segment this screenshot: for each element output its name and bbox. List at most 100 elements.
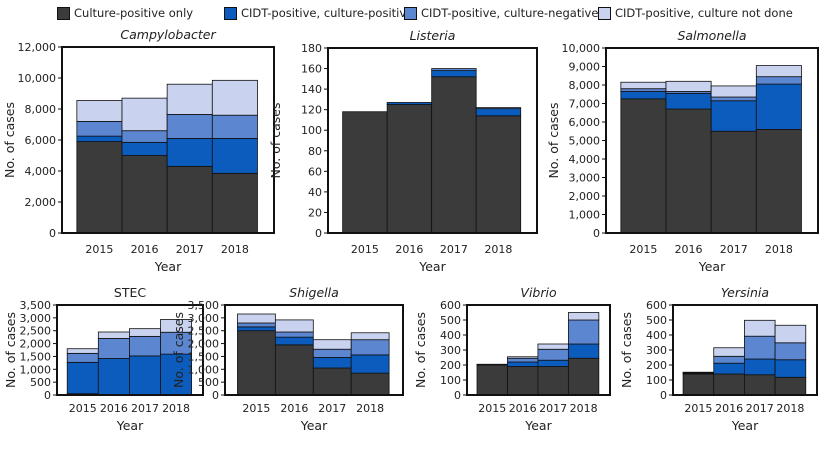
bar-segment <box>744 319 776 337</box>
bar-segment <box>475 115 522 234</box>
y-axis-label: No. of cases <box>268 103 283 179</box>
x-tick-label: 2016 <box>715 402 743 415</box>
y-tick-label: 1,500 <box>188 350 220 363</box>
bar-segment <box>97 358 130 396</box>
x-axis-label: Year <box>418 259 446 274</box>
bar-segment <box>537 366 569 396</box>
bar-segment <box>121 130 168 143</box>
bar-segment <box>755 83 802 130</box>
bar-segment <box>620 91 667 100</box>
bar-segment <box>237 322 276 328</box>
x-tick-label: 2015 <box>478 402 506 415</box>
x-axis-label: Year <box>154 259 182 274</box>
legend-label: Culture-positive only <box>74 6 194 20</box>
bar-segment <box>312 357 352 369</box>
y-tick-label: 1,000 <box>188 363 220 376</box>
x-tick-label: 2016 <box>280 402 308 415</box>
x-tick-label: 2018 <box>776 402 804 415</box>
bar-segment <box>166 165 213 234</box>
bar-segment <box>713 362 745 375</box>
bar-segment <box>475 108 522 117</box>
y-tick-label: 300 <box>440 344 461 357</box>
y-axis-label: No. of cases <box>3 312 18 388</box>
y-tick-label: 2,000 <box>188 338 220 351</box>
chart-listeria: 2015 2016 2017 2018 0 20 40 60 80 100 120 140 160 180… <box>268 28 538 274</box>
bar-segment <box>507 366 539 396</box>
y-tick-label: 80 <box>308 145 322 158</box>
bar-segment <box>211 114 258 139</box>
bar-segment <box>76 100 123 122</box>
bar-segment <box>76 121 123 137</box>
legend-item-culture-positive-only: Culture-positive only <box>57 6 193 20</box>
bar-segment <box>774 324 807 344</box>
bar-segment <box>774 359 807 378</box>
y-tick-label: 2,000 <box>25 196 57 209</box>
y-tick-label: 200 <box>440 359 461 372</box>
x-axis-label: Year <box>731 418 759 433</box>
chart-yersinia: 2015 2016 2017 2018 0 100 200 300 400 500 600 Yersi… <box>619 285 818 433</box>
bar-segment <box>567 312 600 321</box>
plot-frame <box>224 304 404 396</box>
bar-segment <box>620 81 667 90</box>
x-tick-label: 2017 <box>318 402 346 415</box>
y-tick-label: 3,000 <box>20 312 52 325</box>
legend-item-cidt-culture-not-done: CIDT-positive, culture not done <box>598 6 793 20</box>
y-tick-label: 10,000 <box>18 72 57 85</box>
y-axis-label: No. of cases <box>546 103 561 179</box>
x-tick-label: 2017 <box>539 402 567 415</box>
chart-title: Vibrio <box>520 285 557 300</box>
x-axis-label: Year <box>116 418 144 433</box>
bar-segment <box>507 357 539 363</box>
bar-segment <box>774 376 807 396</box>
bar-segment <box>160 318 193 333</box>
bar-segment <box>211 138 258 174</box>
bar-segment <box>567 343 600 359</box>
bar-segment <box>710 130 757 234</box>
bar-segment <box>713 355 745 364</box>
y-tick-label: 600 <box>440 299 461 312</box>
bar-segment <box>620 98 667 234</box>
y-tick-label: 0 <box>212 389 219 402</box>
bar-segment <box>537 343 569 350</box>
y-tick-label: 2,000 <box>569 190 601 203</box>
bar-segment <box>682 373 715 396</box>
bar-segment <box>744 335 776 360</box>
bar-segment <box>386 102 433 105</box>
y-tick-label: 6,000 <box>25 134 57 147</box>
y-tick-label: 10,000 <box>562 42 601 55</box>
bar-segment <box>342 111 388 234</box>
x-axis-label: Year <box>698 259 726 274</box>
y-tick-label: 0 <box>660 389 667 402</box>
y-tick-label: 600 <box>646 299 667 312</box>
x-tick-label: 2016 <box>131 243 159 256</box>
bar-segment <box>312 367 352 396</box>
legend-label: CIDT-positive, culture-positive <box>241 6 414 20</box>
y-tick-label: 120 <box>301 104 322 117</box>
bar-segment <box>66 352 99 363</box>
bar-segment <box>755 128 802 234</box>
x-tick-label: 2016 <box>395 243 423 256</box>
y-tick-label: 140 <box>301 83 322 96</box>
bar-segment <box>237 313 276 324</box>
x-tick-label: 2015 <box>85 243 113 256</box>
y-tick-label: 1,000 <box>569 209 601 222</box>
x-tick-label: 2015 <box>684 402 712 415</box>
bar-segment <box>713 373 745 396</box>
y-tick-label: 160 <box>301 63 322 76</box>
legend-swatch <box>598 6 611 20</box>
chart-title: Shigella <box>289 285 339 300</box>
x-axis-label: Year <box>524 418 552 433</box>
bar-segment <box>129 355 161 396</box>
x-tick-label: 2018 <box>221 243 249 256</box>
chart-title: Listeria <box>410 28 456 43</box>
bar-segment <box>350 332 390 341</box>
y-tick-label: 1,000 <box>20 363 52 376</box>
y-tick-label: 3,500 <box>20 299 52 312</box>
chart-title: Campylobacter <box>120 27 216 42</box>
x-tick-label: 2015 <box>69 402 97 415</box>
y-tick-label: 2,500 <box>188 325 220 338</box>
chart-title: Yersinia <box>721 285 769 300</box>
bar-segment <box>350 354 390 374</box>
y-tick-label: 40 <box>308 186 322 199</box>
bar-segment <box>312 339 352 350</box>
